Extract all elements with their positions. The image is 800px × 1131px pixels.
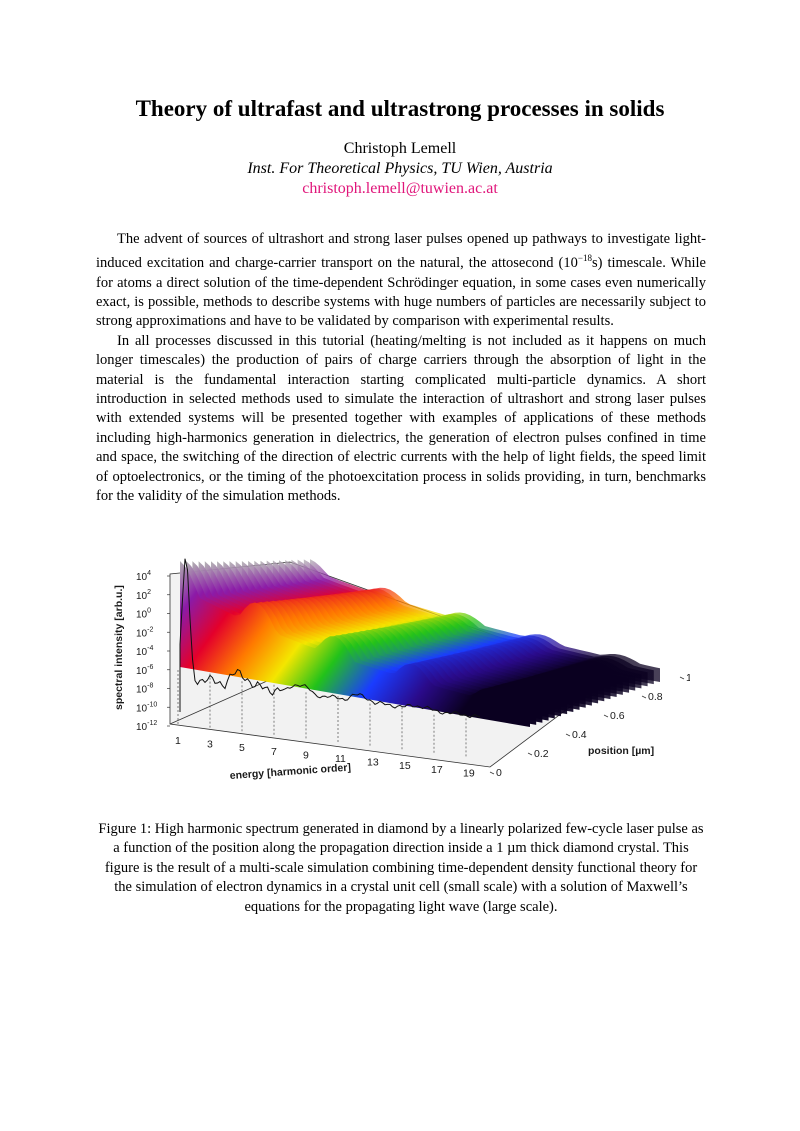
surface-slice (291, 559, 642, 689)
surface-slice (272, 560, 623, 695)
y-tick-exponent: -8 (147, 683, 153, 690)
surface-slice (248, 560, 599, 704)
y-tick-label: 10-2 (136, 626, 153, 639)
surface-slice (180, 561, 530, 727)
paper-title: Theory of ultrafast and ultrastrong proc… (135, 96, 665, 121)
x-tick-label: 15 (399, 760, 411, 772)
x-tick-label: 7 (271, 746, 277, 758)
z-tick-mark (641, 695, 647, 699)
y-tick-label: 10-4 (136, 645, 153, 658)
z-tick-mark (489, 771, 495, 775)
z-tick-label: 0.4 (572, 729, 587, 741)
surface-slice (310, 559, 660, 682)
y-tick-exponent: -4 (147, 645, 153, 652)
x-tick-label: 19 (463, 767, 475, 779)
surface-slice (235, 561, 586, 708)
y-tick-exponent: -12 (147, 720, 157, 727)
x-tick-label: 17 (431, 764, 443, 776)
y-tick-exponent: 0 (147, 608, 151, 615)
z-tick-mark (679, 676, 685, 680)
abstract: The advent of sources of ultrashort and … (96, 230, 706, 507)
z-axis-ticks: 0 0.2 0.4 0.6 0.8 1 (489, 672, 690, 779)
z-tick-mark (565, 733, 571, 737)
surface-slice (279, 560, 630, 693)
y-tick-exponent: -2 (147, 626, 153, 633)
y-tick-label: 102 (136, 589, 151, 602)
surface-slice (297, 559, 648, 687)
x-tick-label: 3 (207, 739, 213, 751)
x-axis-ticks: 1 3 5 7 9 11 13 15 17 19 (175, 668, 475, 779)
abstract-paragraph-1: The advent of sources of ultrashort and … (96, 231, 706, 330)
spectrum-surface (180, 559, 660, 727)
y-axis-label: spectral intensity [arb.u.] (113, 585, 125, 710)
z-tick-mark (527, 752, 533, 756)
x-tick-label: 9 (303, 749, 309, 761)
figure-caption: Figure 1: High harmonic spectrum generat… (98, 821, 704, 915)
z-tick-mark (603, 714, 609, 718)
front-spectrum-curve (179, 558, 481, 719)
z-tick-label: 0.6 (610, 710, 625, 722)
y-tick-exponent: 4 (147, 570, 151, 577)
y-tick-exponent: -6 (147, 664, 153, 671)
surface-slice (241, 561, 592, 706)
y-tick-exponent: -10 (147, 701, 157, 708)
x-tick-label: 11 (335, 753, 346, 765)
y-tick-label: 10-8 (136, 683, 153, 696)
author-email[interactable]: christoph.lemell@tuwien.ac.at (302, 180, 498, 197)
surface-slice (260, 560, 611, 700)
surface-slice (266, 560, 617, 697)
y-tick-label: 104 (136, 570, 151, 583)
author-affiliation: Inst. For Theoretical Physics, TU Wien, … (247, 160, 553, 177)
x-tick-label: 13 (367, 757, 379, 769)
author-name: Christoph Lemell (343, 140, 457, 157)
y-tick-label: 10-6 (136, 664, 153, 677)
z-tick-label: 0.8 (648, 691, 663, 703)
y-axis-ticks: 104 102 100 10-2 10-4 10-6 10-8 10-10 10-12 (136, 570, 170, 733)
superscript-exponent: −18 (577, 253, 592, 264)
surface-slice (303, 559, 654, 685)
surface-slice (285, 560, 636, 691)
z-tick-label: 0 (496, 767, 502, 779)
z-axis-label: position [µm] (588, 745, 654, 757)
z-tick-label: 0.2 (534, 748, 549, 760)
x-axis-label: energy [harmonic order] (229, 762, 351, 782)
y-tick-exponent: 2 (147, 589, 151, 596)
x-tick-label: 1 (175, 735, 181, 747)
y-tick-label: 10-12 (136, 720, 157, 733)
surface-slice (254, 560, 605, 702)
z-tick-label: 1 (686, 672, 690, 684)
abstract-paragraph-2: In all processes discussed in this tutor… (96, 332, 706, 505)
front-spectrum-line (179, 558, 481, 719)
y-tick-label: 100 (136, 608, 151, 621)
x-tick-label: 5 (239, 742, 245, 754)
y-tick-label: 10-10 (136, 701, 157, 714)
